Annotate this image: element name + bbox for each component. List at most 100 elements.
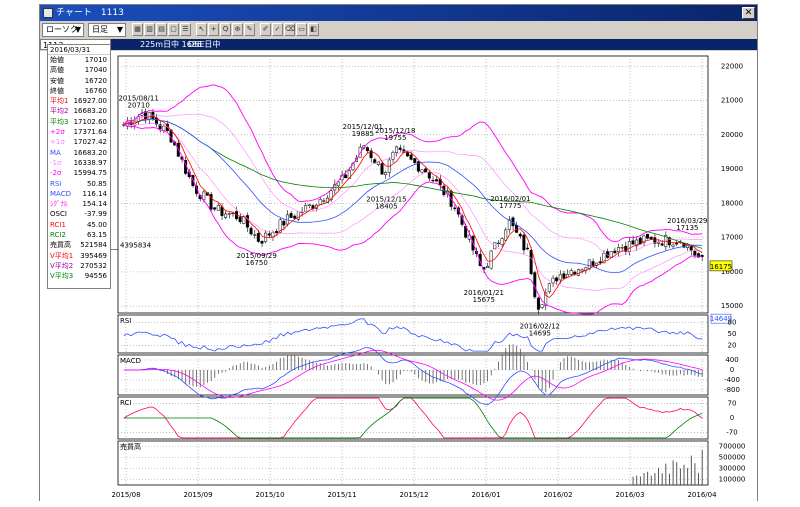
data-row-label: 平均3: [50, 117, 69, 126]
data-row-label: 平均2: [50, 107, 69, 116]
chart-type-select[interactable]: ローソク ▼: [42, 23, 84, 37]
candle: [522, 234, 526, 251]
x-tick-label: 2015/10: [255, 491, 284, 499]
data-row-label: RSI: [50, 179, 62, 188]
chart-panel: [117, 354, 709, 396]
data-row: MACD 116.14: [48, 189, 110, 199]
color-icon[interactable]: ◧: [308, 23, 319, 36]
candle: [529, 250, 533, 275]
candle: [293, 215, 297, 219]
candle: [606, 251, 610, 258]
chart-type-value: ローソク: [46, 25, 78, 34]
candle: [504, 229, 508, 241]
data-row: V平均2 270532: [48, 261, 110, 271]
grid-icon[interactable]: ▦: [132, 23, 143, 36]
moving-average-3: [123, 118, 703, 249]
price-annotation-date: 2015/09/29: [236, 252, 276, 260]
candle: [216, 205, 220, 211]
price-tick-label: 16000: [721, 268, 743, 276]
data-row-label: V平均1: [50, 251, 74, 260]
price-tick-label: 19000: [721, 165, 743, 173]
price-annotation-date: 2016/02/01: [490, 195, 530, 203]
data-row-label: 売買高: [50, 241, 71, 250]
cursor-icon[interactable]: ↖: [196, 23, 207, 36]
candle: [682, 243, 686, 248]
table-icon[interactable]: ▤: [156, 23, 167, 36]
rsi-line: [123, 318, 703, 352]
period-value: 日足: [92, 25, 108, 34]
data-row-label: V平均3: [50, 272, 74, 281]
rci1-line: [123, 397, 703, 439]
candle: [420, 169, 424, 173]
candle: [158, 124, 162, 130]
candle: [249, 227, 253, 235]
data-row-value: 15994.75: [73, 169, 107, 178]
bar-icon[interactable]: ▥: [144, 23, 155, 36]
data-row: V平均1 395469: [48, 251, 110, 261]
data-row-value: 16683.20: [73, 148, 107, 157]
list-icon[interactable]: ☰: [180, 23, 191, 36]
crosshair-icon[interactable]: +: [208, 23, 219, 36]
moving-average-2: [123, 118, 703, 274]
data-row: RCI2 63.15: [48, 230, 110, 240]
moving-average-1: [123, 115, 703, 298]
candle: [536, 297, 540, 310]
data-row-value: 16760: [84, 86, 107, 95]
chart-window: チャート 1113 ✕ ローソク▼ 日足▼ ▦▥▤▢☰ ↖+Q⊕✎ ✐✓⌫▭◧ 11…: [39, 4, 758, 501]
x-tick-label: 2016/01: [471, 491, 500, 499]
pen-icon[interactable]: ✎: [244, 23, 255, 36]
bollinger-upper-2: [123, 84, 703, 242]
candle: [245, 215, 249, 228]
macd-signal-line: [123, 349, 703, 401]
candle: [267, 233, 271, 236]
note-icon[interactable]: ▭: [296, 23, 307, 36]
info-bar: 1113 225m日中 1686 OSE日中: [40, 39, 757, 50]
candle: [591, 261, 595, 266]
data-row-value: 395469: [80, 251, 107, 260]
x-tick-label: 2015/09: [183, 491, 212, 499]
eraser-icon[interactable]: ⌫: [284, 23, 295, 36]
data-row-value: 154.14: [82, 200, 108, 209]
candle: [613, 250, 617, 254]
candle: [213, 207, 217, 210]
magnifier-icon[interactable]: Q: [220, 23, 231, 36]
candle: [151, 111, 155, 120]
price-annotation-value: 20710: [128, 101, 150, 109]
period-select[interactable]: 日足 ▼: [88, 23, 126, 37]
candle: [413, 158, 417, 163]
data-row-label: RCI1: [50, 220, 66, 229]
candle: [307, 204, 311, 206]
chart-canvas[interactable]: 2015/08 2015/09 2015/10 2015/11 2015/12 2016/…: [40, 51, 757, 501]
candle: [671, 244, 675, 247]
candle: [555, 277, 559, 282]
data-row-value: 16683.20: [73, 107, 107, 116]
title-bar[interactable]: チャート 1113 ✕: [40, 5, 757, 21]
candle: [365, 147, 369, 152]
pencil-icon[interactable]: ✐: [260, 23, 271, 36]
chart-area[interactable]: 2015/08 2015/09 2015/10 2015/11 2015/12 2016/…: [40, 51, 757, 501]
marker-icon[interactable]: ✓: [272, 23, 283, 36]
volume-marker-label: 4395834: [120, 242, 152, 250]
data-row-label: ｼｸﾞﾅﾙ: [50, 200, 68, 209]
zoom-icon[interactable]: ⊕: [232, 23, 243, 36]
candle: [322, 200, 326, 202]
data-row: RCI1 45.00: [48, 220, 110, 230]
candle: [395, 146, 399, 153]
candle: [424, 168, 428, 173]
candle: [616, 247, 620, 252]
window-title: チャート 1113: [56, 8, 124, 18]
macd-tick-label: -800: [724, 386, 740, 394]
window-icon[interactable]: ▢: [168, 23, 179, 36]
data-row-value: 521584: [80, 241, 107, 250]
rci-tick-label: 70: [728, 399, 737, 407]
price-annotation-date: 2015/08/11: [118, 94, 158, 102]
toolbar: ローソク ▼ 日足 ▼ ▦ ▥ ▤ ▢ ☰ ↖ + Q ⊕ ✎ ✐ ✓ ⌫ ▭ ◧: [40, 22, 757, 38]
x-tick-label: 2016/02: [543, 491, 572, 499]
candle: [427, 171, 431, 179]
candle: [162, 125, 166, 132]
data-row-label: 高値: [50, 66, 64, 75]
rci2-line: [123, 397, 703, 439]
data-row-label: 始値: [50, 56, 64, 64]
close-button[interactable]: ✕: [742, 7, 755, 19]
data-row: RSI 50.85: [48, 179, 110, 189]
